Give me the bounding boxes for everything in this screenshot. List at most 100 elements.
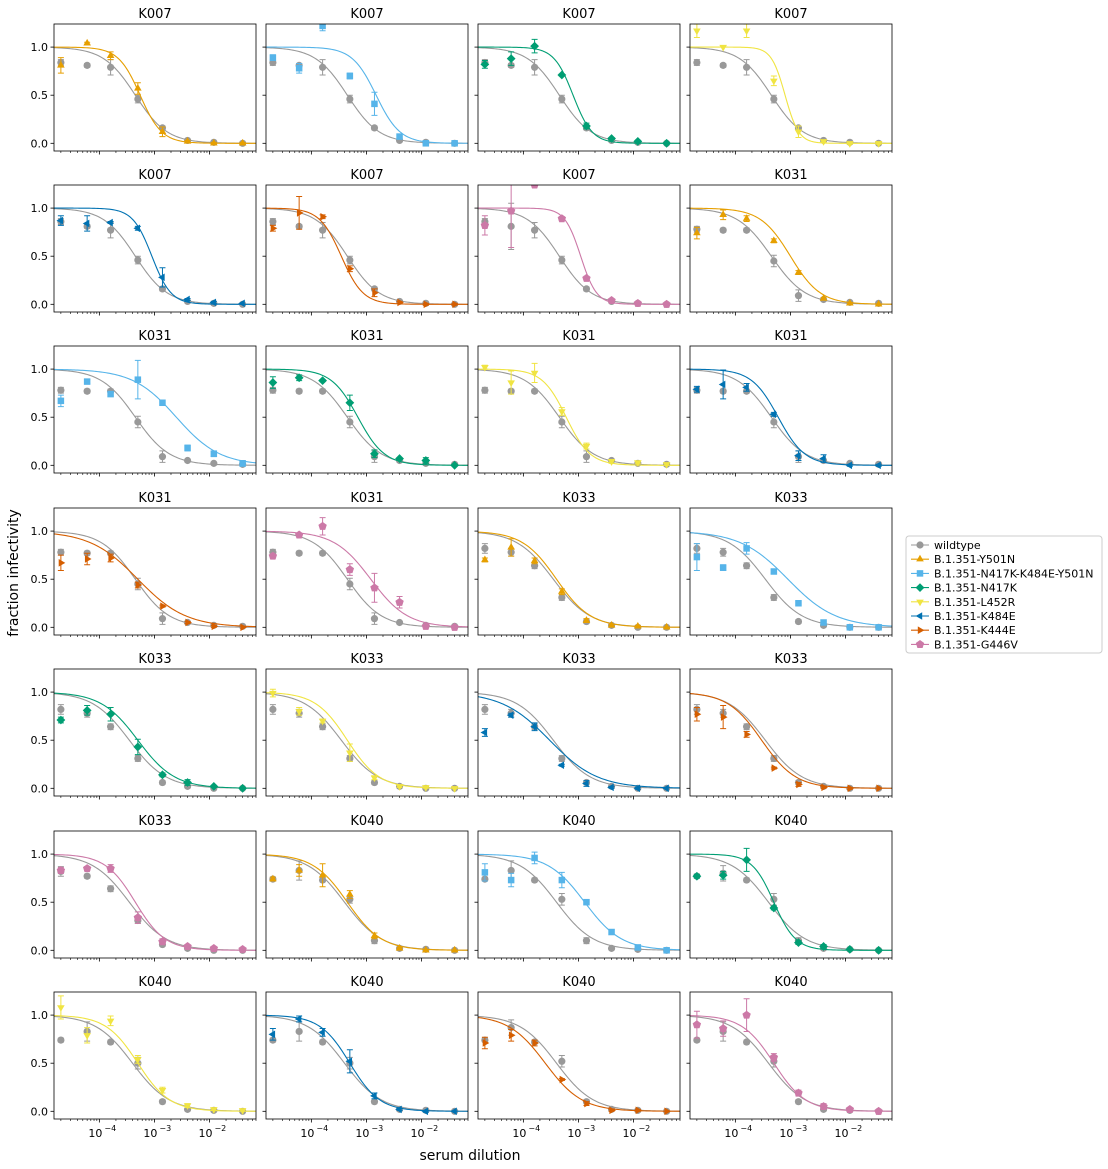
data-point — [770, 754, 778, 763]
data-point — [582, 453, 591, 461]
y-tick-label: 0.0 — [31, 621, 49, 634]
data-point — [184, 444, 191, 452]
x-tick-exponent: −2 — [638, 1124, 650, 1133]
data-point — [57, 1036, 65, 1044]
fit-curve-B.1.351-N417K — [478, 46, 680, 144]
y-tick-label: 0.0 — [31, 298, 49, 311]
points-wildtype — [481, 704, 671, 792]
data-point — [743, 545, 750, 552]
data-point — [769, 410, 777, 419]
legend-marker — [916, 599, 924, 607]
axes-frame — [689, 345, 893, 474]
points-B.1.351-Y501N — [693, 209, 883, 307]
panel-17: K033 0.0 0.5 1.0 — [31, 652, 257, 800]
data-point — [771, 764, 779, 772]
panel-title: K007 — [350, 168, 383, 183]
panel-1: K007 0.0 0.5 1.0 — [31, 7, 257, 155]
data-point — [211, 622, 219, 631]
data-point — [106, 709, 115, 719]
data-point — [269, 217, 277, 226]
data-point — [846, 298, 854, 306]
points-wildtype — [481, 202, 671, 308]
panel-10: K031 — [262, 329, 469, 477]
data-point — [295, 709, 303, 716]
data-point — [395, 618, 404, 627]
data-point — [106, 218, 113, 227]
x-tick-label: 10 — [88, 1127, 102, 1140]
data-point — [742, 562, 751, 570]
data-point — [742, 383, 749, 392]
axes-frame — [265, 507, 469, 636]
data-point — [395, 454, 404, 463]
data-point — [134, 256, 142, 264]
data-point — [582, 285, 591, 293]
legend-marker — [915, 612, 923, 620]
data-point — [450, 786, 459, 793]
data-point — [158, 778, 167, 787]
data-point — [422, 785, 430, 792]
data-point — [57, 1005, 65, 1012]
points-wildtype — [57, 866, 247, 954]
data-point — [106, 51, 115, 58]
panel-title: K040 — [350, 814, 383, 829]
y-tick-label: 0.5 — [31, 411, 49, 424]
data-point — [874, 1106, 883, 1115]
data-point — [794, 938, 803, 948]
fit-curve-B.1.351-K444E — [266, 207, 468, 305]
data-point — [770, 78, 778, 86]
data-point — [107, 390, 114, 398]
points-wildtype — [269, 704, 459, 792]
data-point — [318, 723, 327, 731]
panel-title: K031 — [774, 168, 807, 183]
data-point — [318, 549, 327, 557]
data-point — [450, 622, 459, 631]
y-tick-label: 0.5 — [31, 573, 49, 586]
points-wildtype — [481, 386, 671, 468]
data-point — [796, 780, 803, 789]
points-B.1.351-K444E — [269, 196, 460, 309]
data-point — [450, 1107, 457, 1116]
data-point — [582, 273, 591, 282]
data-point — [295, 549, 303, 557]
x-tick-label: 10 — [724, 1127, 738, 1140]
data-point — [183, 136, 192, 144]
points-B.1.351-Y501N — [57, 38, 247, 146]
data-point — [769, 903, 779, 913]
data-point — [422, 945, 430, 953]
data-point — [582, 121, 591, 131]
data-point — [345, 1057, 353, 1066]
x-tick-label: 10 — [198, 1127, 212, 1140]
data-point — [133, 913, 143, 922]
data-point — [269, 874, 277, 882]
panel-title: K033 — [562, 652, 595, 667]
axes-frame — [265, 991, 469, 1120]
data-point — [268, 378, 278, 387]
fit-curve-wildtype — [478, 532, 680, 628]
data-point — [345, 565, 355, 574]
data-point — [134, 1057, 142, 1064]
data-point — [295, 866, 303, 873]
data-point — [318, 63, 327, 71]
data-point — [83, 387, 91, 395]
data-point — [269, 705, 277, 714]
data-point — [423, 300, 431, 309]
legend: wildtypeB.1.351-Y501NB.1.351-N417K-K484E… — [905, 535, 1103, 654]
x-axis-label: serum dilution — [420, 1148, 521, 1164]
data-point — [83, 61, 91, 69]
points-B.1.351-G446V — [692, 998, 883, 1115]
data-point — [370, 931, 379, 939]
x-tick-exponent: −2 — [426, 1124, 438, 1133]
panel-3: K007 — [474, 7, 681, 155]
data-point — [693, 58, 701, 67]
points-B.1.351-K444E — [693, 705, 884, 793]
panel-24: K040 — [686, 814, 893, 962]
points-B.1.351-N417K-K484E-Y501N — [57, 359, 246, 467]
data-point — [210, 450, 218, 458]
legend-entry: B.1.351-N417K-K484E-Y501N — [911, 567, 1094, 580]
data-point — [397, 298, 404, 307]
data-point — [582, 779, 589, 788]
data-point — [664, 1107, 672, 1116]
data-point — [819, 942, 828, 951]
data-point — [210, 138, 218, 146]
data-point — [395, 1105, 402, 1114]
